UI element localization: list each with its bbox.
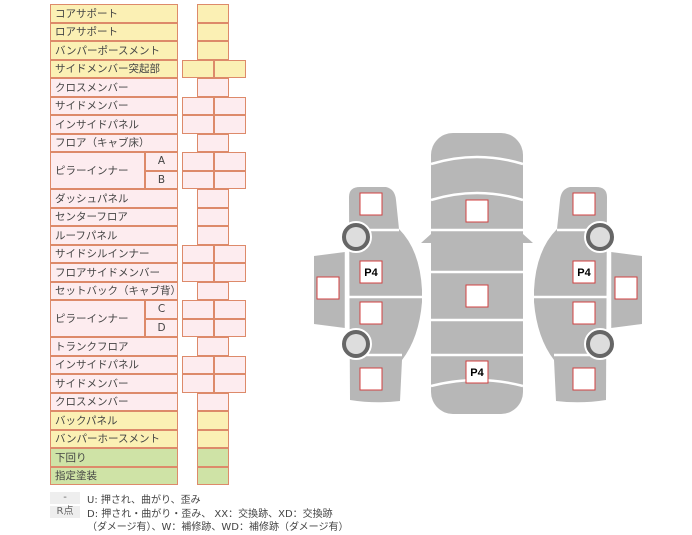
mark-box-hood[interactable]: [465, 199, 489, 223]
legend-text-w: （ダメージ有）、W：補修跡、WD：補修跡（ダメージ有）: [87, 522, 349, 533]
check-cell[interactable]: [197, 392, 229, 411]
mark-box-roof[interactable]: [465, 284, 489, 308]
check-cell[interactable]: [182, 300, 214, 319]
mark-label: P4: [364, 267, 378, 279]
check-cell[interactable]: [182, 96, 214, 115]
mark-box-right-front-door[interactable]: [572, 260, 596, 284]
mark-box-right-rear[interactable]: [572, 367, 596, 391]
mark-box-left-door-panel[interactable]: [316, 276, 340, 300]
check-cell[interactable]: [197, 4, 229, 23]
row-label: ルーフパネル: [50, 226, 178, 245]
row-label: コアサポート: [50, 4, 178, 23]
row-sub-label: B: [145, 170, 178, 189]
check-cell[interactable]: [214, 59, 246, 78]
row-label: セットバック（キャブ背）: [50, 281, 181, 300]
check-cell[interactable]: [182, 355, 214, 374]
mark-box-left-rear-door[interactable]: [359, 301, 383, 325]
mark-box-right-front[interactable]: [572, 192, 596, 216]
check-cell[interactable]: [197, 448, 229, 467]
row-label: 指定塗装: [50, 466, 178, 485]
row-label: ピラーインナー: [50, 300, 145, 337]
row-sub-label: A: [145, 152, 178, 171]
check-cell[interactable]: [197, 133, 229, 152]
row-label: サイドメンバー突起部: [50, 59, 178, 78]
top-view: [431, 133, 523, 414]
legend-key-r: R点: [50, 506, 80, 518]
check-cell[interactable]: [214, 96, 246, 115]
check-cell[interactable]: [197, 411, 229, 430]
row-label: トランクフロア: [50, 337, 178, 356]
check-cell[interactable]: [214, 374, 246, 393]
check-cell[interactable]: [182, 152, 214, 171]
check-cell[interactable]: [197, 226, 229, 245]
mark-box-left-rear[interactable]: [359, 367, 383, 391]
check-cell[interactable]: [182, 170, 214, 189]
check-cell[interactable]: [182, 318, 214, 337]
mark-box-left-front-door[interactable]: [359, 260, 383, 284]
row-label: 下回り: [50, 448, 178, 467]
mark-box-right-rear-door[interactable]: [572, 301, 596, 325]
check-cell[interactable]: [197, 207, 229, 226]
mark-label: P4: [470, 367, 484, 379]
row-label: サイドメンバー: [50, 96, 178, 115]
row-label: ピラーインナー: [50, 152, 145, 189]
check-cell[interactable]: [214, 170, 246, 189]
legend-key-dash: -: [50, 492, 80, 504]
check-cell[interactable]: [197, 281, 229, 300]
row-label: ロアサポート: [50, 22, 178, 41]
mark-label: P4: [577, 267, 591, 279]
row-label: センターフロア: [50, 207, 178, 226]
legend-text-u: U: 押され、曲がり、歪み: [87, 495, 201, 506]
row-label: クロスメンバー: [50, 78, 178, 97]
row-label: クロスメンバー: [50, 392, 178, 411]
row-sub-label: D: [145, 318, 178, 337]
row-label: サイドシルインナー: [50, 244, 178, 263]
check-cell[interactable]: [182, 115, 214, 134]
check-cell[interactable]: [182, 244, 214, 263]
row-label: インサイドパネル: [50, 115, 178, 134]
check-cell[interactable]: [182, 59, 214, 78]
check-cell[interactable]: [214, 244, 246, 263]
row-label: ダッシュパネル: [50, 189, 178, 208]
check-cell[interactable]: [214, 300, 246, 319]
row-label: バンパーホースメント: [50, 429, 178, 448]
check-cell[interactable]: [214, 263, 246, 282]
mark-box-trunk[interactable]: [465, 360, 489, 384]
check-cell[interactable]: [197, 337, 229, 356]
row-label: インサイドパネル: [50, 355, 178, 374]
check-cell[interactable]: [197, 429, 229, 448]
check-cell[interactable]: [182, 263, 214, 282]
mark-box-right-door-panel[interactable]: [614, 276, 638, 300]
mark-box-left-front[interactable]: [359, 192, 383, 216]
row-label: フロア（キャブ床）: [50, 133, 178, 152]
row-label: バックパネル: [50, 411, 178, 430]
check-cell[interactable]: [197, 189, 229, 208]
legend-text-d: D: 押され・曲がり・歪み、 XX：交換跡、XD：交換跡: [87, 509, 333, 520]
row-label: フロアサイドメンバー: [50, 263, 178, 282]
check-cell[interactable]: [214, 115, 246, 134]
check-cell[interactable]: [197, 41, 229, 60]
check-cell[interactable]: [214, 355, 246, 374]
check-cell[interactable]: [214, 318, 246, 337]
check-cell[interactable]: [197, 466, 229, 485]
check-cell[interactable]: [214, 152, 246, 171]
check-cell[interactable]: [197, 22, 229, 41]
row-label: バンパーポースメント: [50, 41, 178, 60]
check-cell[interactable]: [197, 78, 229, 97]
row-label: サイドメンバー: [50, 374, 178, 393]
row-sub-label: C: [145, 300, 178, 319]
check-cell[interactable]: [182, 374, 214, 393]
